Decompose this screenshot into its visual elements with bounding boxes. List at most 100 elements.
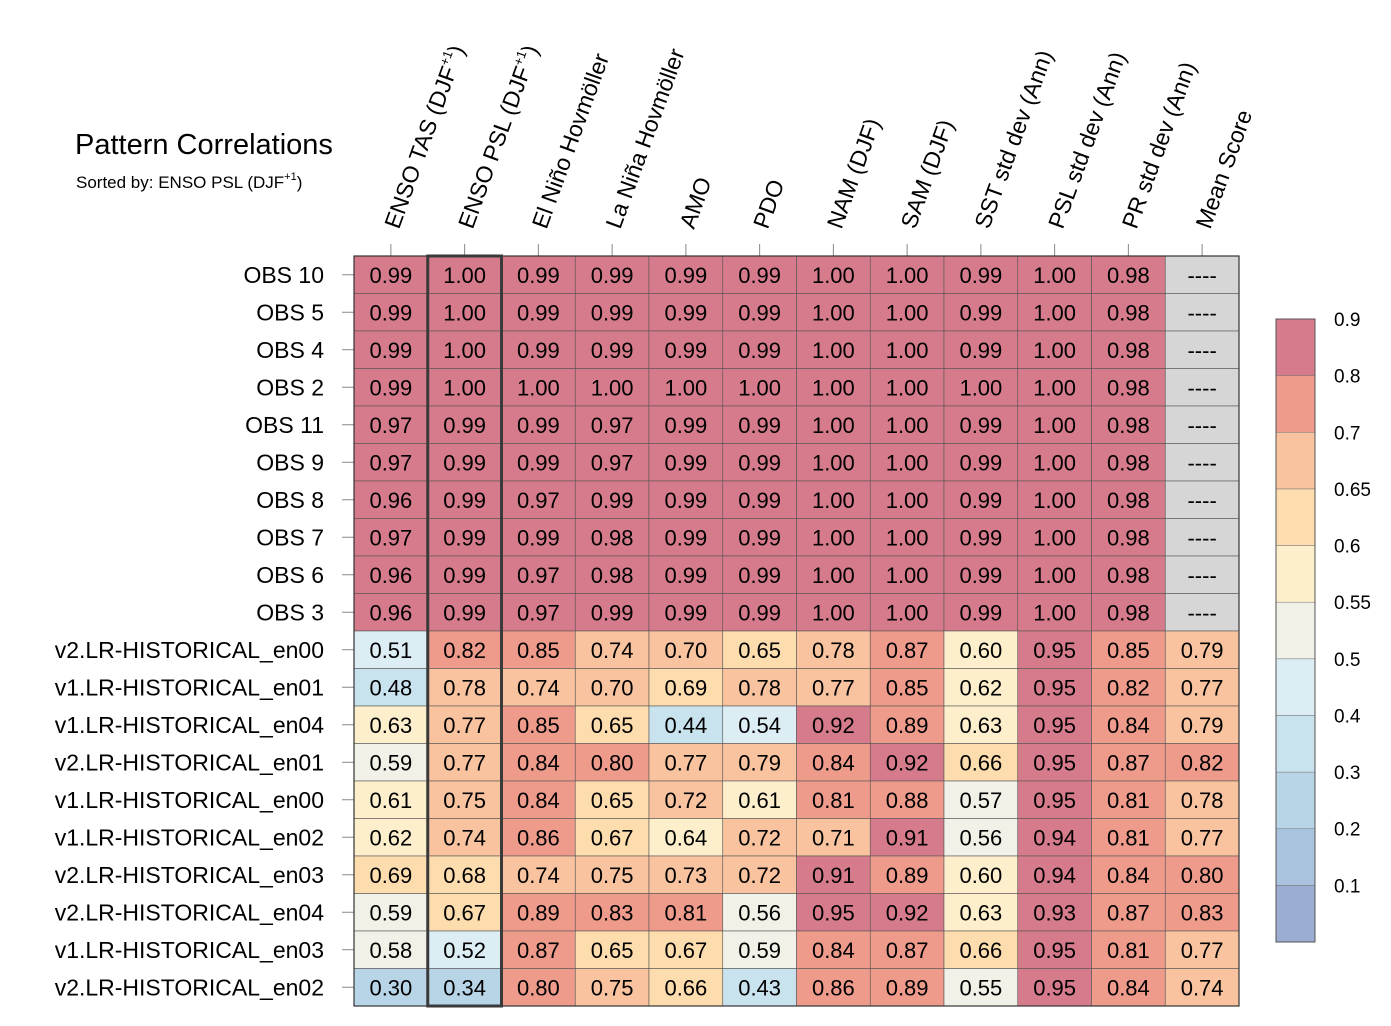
cell-value-label: 0.72 <box>738 863 781 888</box>
cell-value-label: 0.93 <box>1033 900 1076 925</box>
column-label: SST std dev (Ann) <box>969 47 1058 232</box>
cell-value-label: 0.98 <box>591 563 634 588</box>
cell-value-label: 0.88 <box>886 788 929 813</box>
colorbar-tick-label: 0.2 <box>1334 820 1360 841</box>
colorbar-swatch <box>1275 601 1316 660</box>
cell-value-label: 0.99 <box>369 375 412 400</box>
cell-value-label: 0.65 <box>591 788 634 813</box>
heatmap-cell <box>943 668 1019 707</box>
cell-value-label: 0.89 <box>517 900 560 925</box>
heatmap-cell <box>574 930 650 969</box>
heatmap-cell <box>869 405 945 444</box>
cell-value-label: 0.84 <box>517 788 560 813</box>
heatmap-cell <box>722 630 797 669</box>
cell-value-label: 0.61 <box>738 788 781 813</box>
cell-value-label: 1.00 <box>1033 338 1076 363</box>
heatmap-cell <box>353 705 429 744</box>
cell-value-label: ---- <box>1187 563 1216 588</box>
row-label: OBS 6 <box>256 562 324 588</box>
column-labels: ENSO TAS (DJF+1)ENSO PSL (DJF+1)El Niño … <box>379 42 1257 256</box>
heatmap-cell <box>427 368 502 407</box>
heatmap-cell <box>501 405 576 444</box>
heatmap-cell <box>574 555 650 594</box>
cell-value-label: 1.00 <box>1033 375 1076 400</box>
cell-value-label: 0.59 <box>369 900 412 925</box>
heatmap-cell <box>796 405 871 444</box>
cell-value-label: 0.95 <box>1033 975 1076 1000</box>
cell-value-label: 0.99 <box>959 450 1002 475</box>
heatmap-cell <box>1164 968 1240 1007</box>
heatmap-cell <box>796 930 871 969</box>
heatmap-cell <box>501 930 576 969</box>
heatmap-cell <box>1017 480 1092 519</box>
cell-value-label: 0.99 <box>517 413 560 438</box>
heatmap-cell <box>722 780 797 819</box>
cell-value-label: 1.00 <box>812 563 855 588</box>
cell-value-label: 0.79 <box>1181 638 1224 663</box>
cell-value-label: 0.99 <box>959 600 1002 625</box>
heatmap-cell <box>1091 405 1166 444</box>
heatmap-cell <box>869 968 945 1007</box>
cell-value-label: 0.85 <box>1107 638 1150 663</box>
cell-value-label: 0.99 <box>738 263 781 288</box>
cell-value-label: ---- <box>1187 600 1216 625</box>
column-label: La Niña Hovmöller <box>600 45 689 232</box>
column-label-text: ENSO PSL (DJF <box>453 63 536 232</box>
heatmap-cell <box>943 293 1019 332</box>
row-label: v2.LR-HISTORICAL_en04 <box>55 899 325 925</box>
cell-value-label: 0.63 <box>959 713 1002 738</box>
heatmap-cell <box>353 518 429 557</box>
heatmap-cell <box>943 780 1019 819</box>
cell-value-label: 0.95 <box>1033 638 1076 663</box>
cell-value-label: 0.51 <box>369 638 412 663</box>
heatmap-cell <box>722 968 797 1007</box>
heatmap-cell <box>1091 705 1166 744</box>
cell-value-label: 0.84 <box>1107 863 1150 888</box>
heatmap-cell <box>1164 555 1240 594</box>
cell-value-label: 1.00 <box>1033 563 1076 588</box>
column-label: Mean Score <box>1190 106 1257 231</box>
colorbar-swatch <box>1275 488 1316 546</box>
heatmap-cell <box>722 405 797 444</box>
cell-value-label: 0.87 <box>886 638 929 663</box>
heatmap-cell <box>1091 443 1166 482</box>
cell-value-label: 0.78 <box>443 675 486 700</box>
cell-value-label: 0.98 <box>1107 300 1150 325</box>
cell-value-label: 1.00 <box>1033 525 1076 550</box>
heatmap-cell <box>501 630 576 669</box>
heatmap-cell <box>796 593 871 632</box>
heatmap-cell <box>501 330 576 369</box>
heatmap-cell <box>1017 893 1092 932</box>
cell-value-label: 0.99 <box>738 563 781 588</box>
colorbar-tick-label: 0.8 <box>1334 367 1360 388</box>
colorbar-tick-label: 0.65 <box>1334 480 1371 501</box>
heatmap-cell <box>796 293 871 332</box>
cell-value-label: 0.65 <box>738 638 781 663</box>
column-label: PSL std dev (Ann) <box>1043 48 1131 231</box>
grid-border <box>353 255 1240 1007</box>
heatmap-cell <box>722 293 797 332</box>
cell-value-label: 0.70 <box>591 675 634 700</box>
cell-value-label: 0.99 <box>664 488 707 513</box>
cell-value-label: 0.97 <box>517 488 560 513</box>
heatmap-cell <box>574 893 650 932</box>
cell-value-label: 1.00 <box>886 300 929 325</box>
cell-value-label: 0.99 <box>664 338 707 363</box>
heatmap-cell <box>648 480 724 519</box>
cell-value-label: ---- <box>1187 525 1216 550</box>
row-labels: OBS 10 OBS 5 OBS 4 OBS 2 OBS 11 OBS 9 OBS 8 OBS… <box>55 262 354 1000</box>
colorbar-swatch <box>1275 771 1316 829</box>
heatmap-cell <box>574 668 650 707</box>
heatmap-cell <box>1017 855 1092 894</box>
heatmap-cell <box>574 780 650 819</box>
heatmap-cell <box>796 443 871 482</box>
heatmap-cell <box>943 555 1019 594</box>
colorbar-tick-label: 0.5 <box>1334 650 1360 671</box>
cell-value-label: 0.99 <box>443 488 486 513</box>
colorbar-tick-label: 0.3 <box>1334 763 1360 784</box>
cell-value-label: 0.34 <box>443 975 486 1000</box>
heatmap-cell <box>1017 968 1092 1007</box>
heatmap-cell <box>1091 630 1166 669</box>
cell-value-label: 1.00 <box>886 338 929 363</box>
